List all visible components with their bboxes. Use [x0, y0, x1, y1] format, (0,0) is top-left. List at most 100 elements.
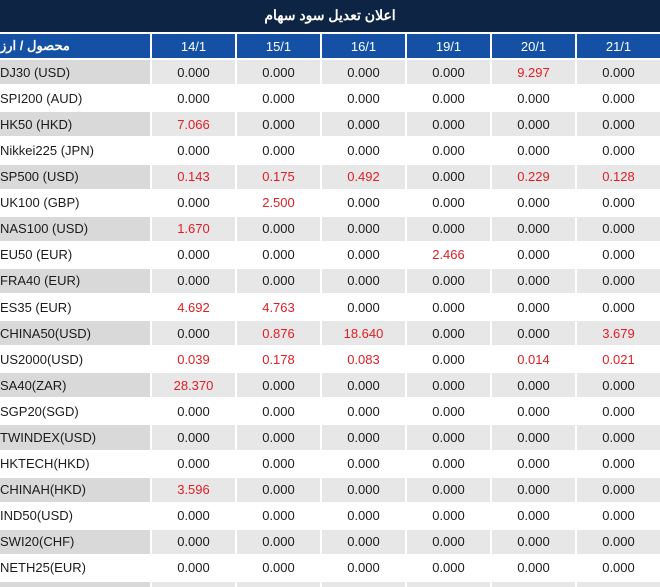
- dividend-value: 0.000: [575, 399, 660, 424]
- instrument-name: HKTECH(HKD): [0, 451, 150, 476]
- dividend-value: 18.640: [320, 321, 405, 346]
- dividend-value: 0.000: [235, 268, 320, 293]
- dividend-value: 0.000: [490, 373, 575, 398]
- dividend-value: 0.000: [490, 555, 575, 580]
- dividend-value: 0.000: [405, 268, 490, 293]
- instrument-name: SGP20(SGD): [0, 399, 150, 424]
- column-header-date: 16/1: [320, 33, 405, 59]
- instrument-name: ES35 (EUR): [0, 294, 150, 320]
- instrument-name: UK100 (GBP): [0, 190, 150, 215]
- dividend-value: 0.000: [150, 451, 235, 476]
- instrument-name: HK50 (HKD): [0, 112, 150, 137]
- dividend-value: 0.000: [320, 86, 405, 111]
- dividend-value: 4.763: [235, 294, 320, 320]
- dividend-value: 0.000: [150, 321, 235, 346]
- dividend-value: 0.000: [320, 503, 405, 528]
- table-row: FRA40 (EUR) 0.000 0.000 0.000 0.000 0.000 0.00…: [0, 268, 660, 295]
- dividend-value: 2.466: [405, 242, 490, 267]
- dividend-value: 9.297: [490, 60, 575, 85]
- dividend-value: 0.000: [150, 138, 235, 163]
- table-row: SGP20(SGD) 0.000 0.000 0.000 0.000 0.000 0.000: [0, 399, 660, 426]
- dividend-value: 0.000: [575, 242, 660, 267]
- table-row: Nikkei225 (JPN) 0.000 0.000 0.000 0.000 0.000…: [0, 138, 660, 165]
- table-row: UK100 (GBP) 0.000 2.500 0.000 0.000 0.000 0.00…: [0, 190, 660, 217]
- dividend-value: 0.000: [320, 268, 405, 293]
- dividend-value: 0.000: [490, 294, 575, 320]
- dividend-value: 0.000: [235, 60, 320, 85]
- dividend-value: 0.000: [320, 399, 405, 424]
- dividend-value: 0.229: [490, 164, 575, 189]
- dividend-value: 4.692: [150, 294, 235, 320]
- dividend-value: 0.000: [490, 503, 575, 528]
- table-row: HKTECH(HKD) 0.000 0.000 0.000 0.000 0.000 0.00…: [0, 451, 660, 478]
- dividend-value: 0.000: [405, 555, 490, 580]
- instrument-name: [0, 582, 150, 587]
- dividend-value: 0.000: [320, 60, 405, 85]
- instrument-name: SP500 (USD): [0, 164, 150, 189]
- instrument-name: SA40(ZAR): [0, 373, 150, 398]
- dividend-value: 0.000: [575, 425, 660, 450]
- dividend-value: 7.066: [150, 112, 235, 137]
- dividend-value: 0.000: [490, 451, 575, 476]
- dividend-value: 0.000: [575, 503, 660, 528]
- dividend-value: 0.000: [320, 529, 405, 554]
- dividend-value: 0.175: [235, 164, 320, 189]
- instrument-name: EU50 (EUR): [0, 242, 150, 267]
- dividend-value: 0.021: [575, 347, 660, 372]
- dividend-value: 0.000: [405, 529, 490, 554]
- dividend-value: 0.000: [150, 268, 235, 293]
- dividend-value: 0.178: [235, 347, 320, 372]
- instrument-name: CHINA50(USD): [0, 321, 150, 346]
- dividend-value: 0.000: [405, 190, 490, 215]
- dividend-value: 0.000: [235, 425, 320, 450]
- dividend-value: 0.000: [150, 555, 235, 580]
- instrument-name: SPI200 (AUD): [0, 86, 150, 111]
- dividend-value: 0.000: [575, 294, 660, 320]
- dividend-value: 0.000: [150, 190, 235, 215]
- dividend-value: 0.876: [235, 321, 320, 346]
- dividend-value: 0.000: [320, 190, 405, 215]
- instrument-name: CHINAH(HKD): [0, 477, 150, 502]
- dividend-value: 0.000: [490, 242, 575, 267]
- dividend-value: 0.000: [490, 425, 575, 450]
- dividend-value: 0.000: [150, 399, 235, 424]
- dividend-value: 0.000: [320, 451, 405, 476]
- dividend-value: [490, 582, 575, 587]
- dividend-value: 0.000: [235, 242, 320, 267]
- dividend-value: 3.679: [575, 321, 660, 346]
- dividend-value: 0.000: [490, 321, 575, 346]
- dividend-value: 0.000: [235, 503, 320, 528]
- next-row-sliver: [0, 582, 660, 587]
- table-row: ES35 (EUR) 4.692 4.763 0.000 0.000 0.000 0.000: [0, 294, 660, 322]
- dividend-value: 0.000: [575, 86, 660, 111]
- dividend-value: 0.000: [235, 86, 320, 111]
- dividend-value: 0.083: [320, 347, 405, 372]
- dividend-value: 0.000: [575, 60, 660, 85]
- page-title: اعلان تعديل سود سهام: [0, 0, 660, 34]
- dividend-value: 0.000: [405, 347, 490, 372]
- dividend-value: 0.000: [490, 112, 575, 137]
- dividend-value: 0.000: [575, 477, 660, 502]
- dividend-value: 0.000: [405, 216, 490, 241]
- table-row: NETH25(EUR) 0.000 0.000 0.000 0.000 0.000 0.00…: [0, 555, 660, 582]
- dividend-value: 0.000: [235, 216, 320, 241]
- dividend-value: 0.000: [150, 242, 235, 267]
- dividend-value: 0.000: [490, 529, 575, 554]
- table-row: HK50 (HKD) 7.066 0.000 0.000 0.000 0.000 0.000: [0, 112, 660, 139]
- instrument-name: TWINDEX(USD): [0, 425, 150, 450]
- dividend-value: 0.000: [575, 190, 660, 215]
- dividend-value: 0.000: [235, 138, 320, 163]
- dividend-value: 3.596: [150, 477, 235, 502]
- dividend-value: 0.000: [490, 216, 575, 241]
- dividend-value: 0.000: [575, 529, 660, 554]
- table-header: محصول / ارز 14/1 15/1 16/1 19/1 20/1 21/1: [0, 33, 660, 61]
- dividend-value: [235, 582, 320, 587]
- instrument-name: DJ30 (USD): [0, 60, 150, 85]
- dividend-value: 2.500: [235, 190, 320, 215]
- dividend-value: 0.000: [405, 294, 490, 320]
- dividend-value: 0.000: [490, 190, 575, 215]
- dividend-value: 0.000: [150, 503, 235, 528]
- dividend-value: 0.000: [575, 138, 660, 163]
- dividend-value: 0.000: [235, 399, 320, 424]
- instrument-name: NAS100 (USD): [0, 216, 150, 241]
